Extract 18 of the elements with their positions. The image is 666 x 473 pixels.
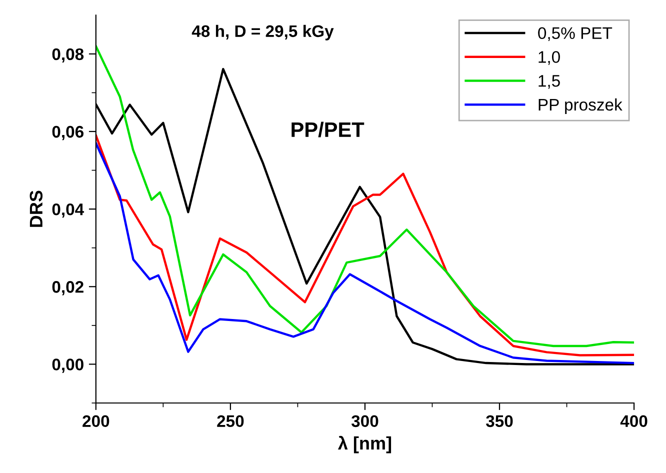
x-tick-label: 200 bbox=[82, 415, 110, 428]
x-axis-title: λ [nm] bbox=[338, 436, 392, 454]
y-tick-label: 0,02 bbox=[52, 281, 84, 296]
legend-label: 1,0 bbox=[538, 51, 560, 65]
x-tick-label: 400 bbox=[620, 415, 648, 428]
x-tick-label: 250 bbox=[217, 415, 244, 428]
y-tick-label: 0,06 bbox=[52, 126, 84, 140]
y-tick-label: 0,04 bbox=[52, 203, 84, 218]
x-tick-label: 350 bbox=[486, 415, 513, 428]
x-tick-label: 300 bbox=[351, 415, 378, 428]
y-tick-label: 0,08 bbox=[52, 48, 84, 63]
legend-label: 1,5 bbox=[538, 75, 560, 89]
y-tick-label: 0,00 bbox=[52, 358, 84, 373]
legend-label: 0,5% PET bbox=[538, 27, 612, 42]
annotation: PP/PET bbox=[292, 122, 364, 138]
legend-label: PP proszek bbox=[538, 98, 622, 114]
text: 48 h, D = 29,5 kGy bbox=[192, 24, 334, 40]
y-axis-title: DRS bbox=[30, 190, 43, 227]
